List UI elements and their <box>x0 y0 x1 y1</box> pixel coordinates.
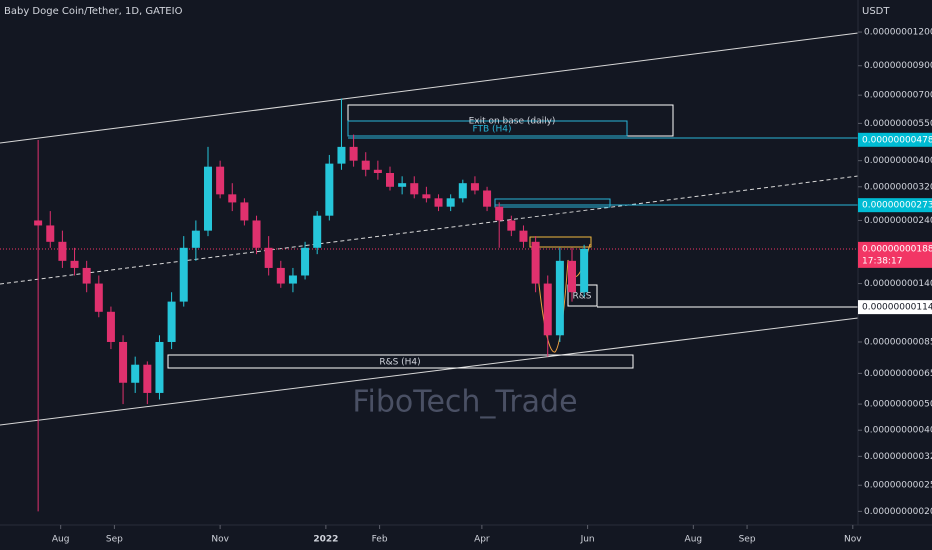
candle-body <box>264 247 273 268</box>
chart-title: Baby Doge Coin/Tether, 1D, GATEIO <box>4 6 183 17</box>
y-tick-label: 0.0000000002500 <box>864 481 932 491</box>
price-marker <box>858 198 932 213</box>
candle-body <box>519 230 528 242</box>
x-tick-label: Apr <box>474 535 490 545</box>
candle-body <box>252 220 261 248</box>
candle-body <box>580 248 589 293</box>
annotation: Exit on base (daily) <box>469 117 556 127</box>
candle-body <box>313 215 322 248</box>
candle-body <box>82 267 91 284</box>
y-tick-label: 0.0000000040000 <box>864 156 932 166</box>
candle-body <box>555 260 564 336</box>
y-axis-label: USDT <box>862 6 890 17</box>
y-tick-label: 0.0000000120000 <box>864 28 932 38</box>
x-tick-label: Sep <box>106 535 123 545</box>
candle-body <box>204 166 212 231</box>
y-tick-label: 0.0000000014000 <box>864 279 932 289</box>
candle-body <box>507 220 516 231</box>
price-marker <box>858 300 932 315</box>
candle-body <box>373 169 382 173</box>
candle-body <box>216 166 225 195</box>
candle-body <box>543 283 552 336</box>
trend-line <box>0 317 859 426</box>
candle-body <box>131 364 140 383</box>
y-tick-label: 0.0000000055000 <box>864 119 932 129</box>
candle-body <box>398 183 407 187</box>
watermark: FiboTech_Trade <box>352 385 577 420</box>
candle-body <box>106 311 115 342</box>
candle-body <box>119 341 128 383</box>
x-tick-label: Aug <box>685 535 703 545</box>
y-tick-label: 0.0000000070000 <box>864 91 932 101</box>
y-tick-label: 0.0000000004000 <box>864 426 932 436</box>
candle-body <box>143 364 152 393</box>
zone-box <box>347 120 628 137</box>
candle-body <box>361 160 370 170</box>
candle-body <box>288 275 297 284</box>
candle-body <box>495 206 504 221</box>
zone-box <box>167 354 634 369</box>
y-tick-label: 0.0000000002000 <box>864 507 932 517</box>
zone-box <box>529 236 592 248</box>
price-marker-label: 0.0000000018830 <box>862 244 932 254</box>
candle-body <box>349 146 358 161</box>
zone-box <box>494 198 611 208</box>
candle-body <box>568 260 576 293</box>
trend-line <box>0 32 859 144</box>
candle-body <box>410 183 419 195</box>
price-marker <box>858 241 932 268</box>
candle-body <box>386 172 394 187</box>
candle-body <box>483 190 492 207</box>
candle-body <box>46 225 55 242</box>
candle-body <box>301 247 310 276</box>
x-tick-label: Nov <box>844 535 862 545</box>
candle-body <box>422 194 431 199</box>
x-tick-label: Sep <box>739 535 756 545</box>
candle-body <box>470 183 479 191</box>
y-tick-label: 0.0000000024000 <box>864 216 932 226</box>
candle-body <box>434 198 443 207</box>
price-marker <box>858 132 932 147</box>
x-tick-label: Jun <box>580 535 595 545</box>
countdown: 17:38:17 <box>862 256 902 266</box>
candle-body <box>240 202 249 221</box>
x-tick-label: Feb <box>372 535 388 545</box>
x-tick-label: Nov <box>211 535 229 545</box>
candle-body <box>325 163 334 216</box>
y-tick-label: 0.0000000008500 <box>864 337 932 347</box>
y-tick-label: 0.0000000032000 <box>864 182 932 192</box>
x-tick-label: Aug <box>52 535 70 545</box>
annotation: FTB (H4) <box>472 125 511 135</box>
y-tick-label: 0.0000000005000 <box>864 400 932 410</box>
annotation: R&S <box>573 292 592 302</box>
candle-body <box>228 194 237 203</box>
y-tick-label: 0.0000000003200 <box>864 452 932 462</box>
candle-body <box>155 341 164 393</box>
candle-body <box>446 198 455 207</box>
price-marker-label: 0.0000000011447 <box>862 303 932 313</box>
candle-body <box>531 241 540 284</box>
candle-body <box>94 283 103 312</box>
y-tick-label: 0.0000000090000 <box>864 61 932 71</box>
candle-body <box>337 146 346 164</box>
candle-body <box>191 230 200 248</box>
price-marker-label: 0.0000000027349 <box>862 201 932 211</box>
candle-body <box>58 241 67 261</box>
candle-body <box>458 183 467 199</box>
candle-body <box>34 220 43 226</box>
annotation: R&S (H4) <box>379 358 420 368</box>
candle-body <box>276 267 285 284</box>
x-tick-label: 2022 <box>313 535 338 545</box>
price-marker-label: 0.0000000047805 <box>862 135 932 145</box>
candle-body <box>167 301 176 342</box>
candle-body <box>70 260 79 268</box>
y-tick-label: 0.0000000006500 <box>864 369 932 379</box>
candle-body <box>179 247 188 302</box>
